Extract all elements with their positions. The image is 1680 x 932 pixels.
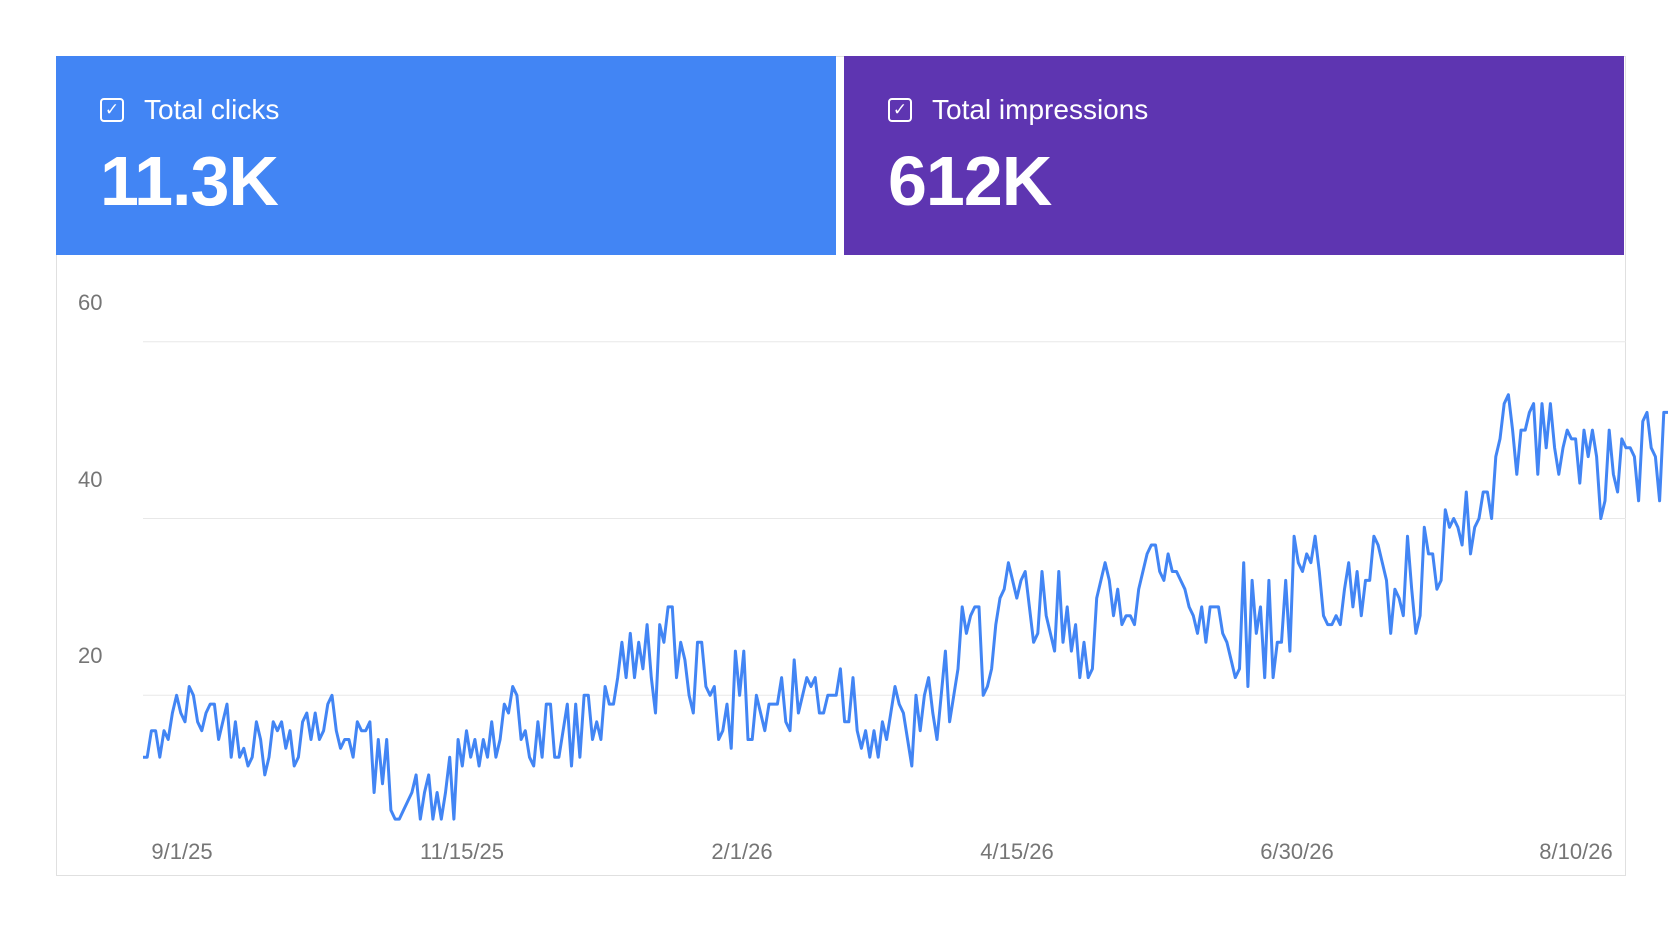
x-tick-label: 11/15/25 (420, 839, 504, 864)
checkbox-checked-icon[interactable]: ✓ (100, 98, 124, 122)
total-clicks-card[interactable]: ✓ Total clicks 11.3K (56, 56, 836, 255)
x-axis-ticks: 9/1/25 11/15/25 2/1/26 4/15/26 6/30/26 8/10/2… (151, 839, 1612, 864)
x-tick-label: 6/30/26 (1260, 839, 1333, 864)
total-impressions-header: ✓ Total impressions (888, 92, 1624, 128)
x-tick-label: 4/15/26 (980, 839, 1053, 864)
y-tick-label: 60 (78, 290, 102, 315)
checkbox-checked-icon[interactable]: ✓ (888, 98, 912, 122)
x-tick-label: 2/1/26 (711, 839, 772, 864)
check-glyph: ✓ (892, 99, 908, 120)
clicks-series-line (143, 393, 1668, 821)
check-glyph: ✓ (104, 99, 120, 120)
total-clicks-label: Total clicks (144, 94, 280, 125)
x-tick-label: 8/10/26 (1539, 839, 1612, 864)
total-impressions-card[interactable]: ✓ Total impressions 612K (844, 56, 1624, 255)
total-impressions-label: Total impressions (932, 94, 1149, 125)
total-clicks-header: ✓ Total clicks (100, 92, 836, 128)
series-layer (143, 393, 1668, 821)
y-tick-label: 40 (78, 467, 102, 492)
gridlines (143, 341, 1626, 696)
total-clicks-value: 11.3K (100, 142, 279, 220)
x-tick-label: 9/1/25 (151, 839, 212, 864)
y-tick-label: 20 (78, 643, 102, 668)
total-impressions-value: 612K (888, 142, 1052, 220)
y-axis-ticks: 60 40 20 (78, 290, 102, 668)
